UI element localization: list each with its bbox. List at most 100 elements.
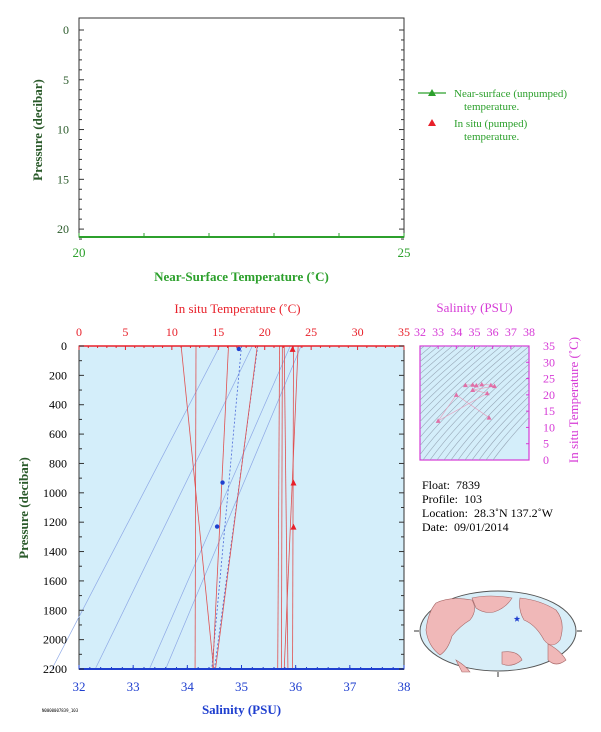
legend-label-line2: temperature. [464, 101, 520, 113]
density-contour [471, 395, 529, 460]
density-contour [420, 346, 502, 423]
density-contour [420, 346, 529, 456]
float-location-star-icon [513, 615, 521, 622]
ts-x-axis-title: Salinity (PSU) [436, 300, 512, 315]
bottom-tick-label: 33 [127, 679, 140, 694]
top-tick-label: 30 [352, 325, 364, 339]
code-tag: N0000007839_103 [42, 708, 79, 713]
density-contour [420, 346, 425, 351]
density-contour [420, 346, 453, 375]
temperature-line [215, 345, 258, 670]
ts-y-tick-label: 10 [543, 420, 555, 434]
ts-point [488, 382, 494, 388]
ts-point [491, 383, 497, 389]
x-tick-label: 20 [73, 245, 86, 260]
bottom-tick-label: 36 [289, 679, 303, 694]
top-tick-label: 35 [398, 325, 410, 339]
ts-point [484, 390, 490, 396]
density-contour [420, 346, 523, 447]
y-tick-label: 800 [49, 456, 67, 470]
density-contour [420, 346, 474, 394]
ts-x-tick-label: 34 [450, 325, 462, 339]
ts-point [470, 382, 476, 387]
near-surface-panel: 0 5 10 15 20 20 25 Near-Surface Temperature (˚C… [30, 17, 411, 284]
legend-line-triangle-icon [418, 89, 446, 96]
ts-point [470, 387, 476, 392]
top-tick-label: 10 [166, 325, 178, 339]
top-tick-label: 5 [122, 325, 128, 339]
ts-diagram-panel: 32 33 34 35 36 37 38 Salinity (PSU) 0 5 10 15 20 25 30… [414, 300, 581, 467]
bottom-tick-label: 38 [398, 679, 411, 694]
map-land [547, 643, 567, 665]
bottom-axis-title: Salinity (PSU) [202, 702, 281, 717]
date-label: Date: [422, 520, 448, 534]
ts-y-tick-label: 15 [543, 404, 555, 418]
location-label: Location: [422, 506, 468, 520]
map-land [501, 651, 523, 666]
legend-label-line1: Near-surface (unpumped) [454, 88, 568, 100]
map-land [425, 598, 475, 656]
ts-y-tick-label: 25 [543, 372, 555, 386]
temperature-point [290, 523, 297, 530]
top-tick-label: 25 [305, 325, 317, 339]
y-tick-label: 1200 [43, 515, 67, 529]
map-land [455, 659, 471, 673]
density-contour [429, 357, 529, 460]
climatology-salinity-line [165, 345, 302, 670]
ts-point [462, 382, 468, 388]
float-info: Float: 7839 Profile: 103 Location: 28.3˚N 1… [422, 478, 553, 534]
date-value: 09/01/2014 [454, 520, 509, 534]
location-value: 28.3˚N 137.2˚W [473, 506, 553, 520]
y-tick-label: 0 [61, 339, 67, 353]
profile-value: 103 [464, 492, 482, 506]
top-axis-title: In situ Temperature (˚C) [174, 301, 300, 316]
legend-item-pumped: In situ (pumped) temperature. [418, 116, 598, 146]
legend-label-line2: temperature. [464, 131, 520, 143]
plot-frame [78, 17, 405, 238]
density-contour [420, 346, 446, 369]
ts-y-tick-label: 20 [543, 388, 555, 402]
float-value: 7839 [456, 478, 481, 492]
density-contour [443, 369, 529, 460]
location-row: Location: 28.3˚N 137.2˚W [422, 506, 553, 520]
ts-y-tick-label: 0 [543, 453, 549, 467]
bottom-tick-label: 35 [235, 679, 248, 694]
y-tick-label: 600 [49, 427, 67, 441]
y-tick-label: 1800 [43, 603, 67, 617]
density-contour [492, 416, 529, 460]
temperature-line [283, 345, 289, 670]
ts-point [479, 381, 485, 387]
y-axis-title: Pressure (decibar) [30, 79, 45, 181]
density-contour [457, 382, 529, 460]
density-contour [420, 346, 495, 415]
y-tick-label: 10 [57, 123, 69, 137]
y-tick-label: 1000 [43, 486, 67, 500]
y-tick-label: 15 [57, 172, 69, 186]
density-contour [420, 346, 467, 388]
climatology-salinity-line [149, 345, 291, 670]
bottom-tick-label: 34 [181, 679, 195, 694]
legend-triangle-icon [428, 119, 436, 126]
temperature-point [289, 345, 296, 352]
temperature-line [281, 345, 283, 670]
temperature-line [277, 345, 280, 670]
y-tick-label: 5 [63, 73, 69, 87]
y-tick-label: 200 [49, 368, 67, 382]
climatology-salinity-line [51, 345, 221, 670]
plot-area [78, 345, 405, 670]
temperature-line [283, 345, 299, 670]
salinity-point [214, 524, 220, 529]
ts-y-tick-label: 5 [543, 437, 549, 451]
profile-label: Profile: [422, 492, 458, 506]
ts-x-tick-label: 38 [523, 325, 535, 339]
ts-y-tick-label: 30 [543, 355, 555, 369]
density-contour [420, 346, 516, 438]
ts-x-tick-label: 37 [505, 325, 517, 339]
density-contour [478, 402, 529, 460]
ts-x-tick-label: 36 [487, 325, 499, 339]
y-tick-label: 2200 [43, 662, 67, 676]
map-land [471, 595, 513, 613]
float-label: Float: [422, 478, 451, 492]
ts-x-tick-label: 35 [469, 325, 481, 339]
temperature-line [180, 345, 215, 670]
